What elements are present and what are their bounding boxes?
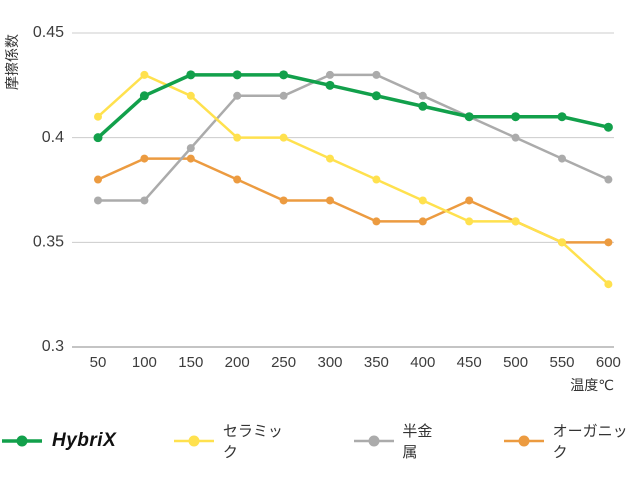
data-point — [140, 154, 149, 163]
data-point — [604, 175, 613, 184]
x-tick-label: 50 — [90, 354, 107, 371]
data-point — [279, 133, 288, 142]
data-point — [233, 91, 242, 100]
data-point — [140, 70, 149, 79]
data-point — [94, 196, 102, 205]
data-point — [326, 70, 334, 79]
x-tick-label: 450 — [457, 354, 482, 371]
series-line — [96, 73, 611, 140]
legend-item: 半金属 — [352, 420, 446, 462]
data-point — [558, 238, 566, 247]
chart-legend: HybriX セラミック 半金属 オーガニック — [0, 402, 640, 480]
legend-marker-icon — [503, 435, 544, 447]
legend-item: オーガニック — [502, 420, 640, 462]
legend-marker-icon — [174, 435, 215, 447]
legend-label: セラミック — [222, 423, 283, 461]
data-point — [603, 122, 613, 132]
data-point — [511, 112, 521, 122]
data-point — [557, 112, 567, 122]
legend-dot — [368, 435, 380, 447]
y-tick-label: 0.35 — [33, 234, 64, 251]
data-point — [94, 175, 102, 184]
data-point — [558, 154, 566, 163]
data-point — [279, 196, 288, 205]
data-point — [465, 217, 474, 226]
data-point — [186, 91, 195, 100]
series-group — [93, 70, 613, 289]
data-point — [93, 133, 103, 143]
data-point — [371, 91, 381, 101]
data-point — [279, 91, 288, 100]
legend-item: HybriX — [0, 430, 116, 452]
x-tick-label: 600 — [596, 354, 621, 371]
data-point — [372, 217, 381, 226]
data-point — [604, 280, 613, 289]
x-tick-label: 200 — [225, 354, 250, 371]
legend-label: オーガニック — [552, 423, 628, 461]
data-point — [325, 80, 335, 90]
data-point — [232, 70, 242, 80]
data-point — [511, 133, 520, 142]
data-point — [418, 217, 427, 226]
y-tick-labels: 0.45 0.4 0.35 0.3 — [33, 24, 64, 355]
data-point — [186, 70, 196, 80]
x-axis-title: 温度℃ — [570, 377, 614, 393]
legend-item: セラミック — [172, 420, 295, 462]
x-tick-label: 150 — [178, 354, 203, 371]
legend-label: HybriX — [52, 430, 117, 451]
data-point — [418, 101, 428, 111]
y-tick-label: 0.45 — [33, 24, 64, 41]
data-point — [418, 196, 427, 205]
y-axis-title: 摩擦係数 — [4, 34, 20, 90]
legend-marker-icon — [353, 435, 394, 447]
data-point — [186, 144, 195, 153]
x-tick-label: 550 — [549, 354, 574, 371]
legend-dot — [518, 435, 530, 447]
series-line — [96, 73, 610, 286]
data-point — [326, 154, 334, 163]
legend-dot — [188, 435, 200, 447]
data-point — [233, 133, 242, 142]
data-point — [326, 196, 334, 205]
data-point — [372, 70, 381, 79]
x-tick-label: 250 — [271, 354, 296, 371]
data-point — [464, 112, 474, 122]
y-tick-label: 0.4 — [42, 129, 64, 146]
data-point — [604, 238, 613, 247]
data-point — [186, 154, 195, 163]
legend-marker-icon — [2, 435, 42, 447]
legend-dot — [16, 435, 28, 447]
y-tick-label: 0.3 — [42, 338, 64, 355]
data-point — [139, 91, 149, 101]
x-tick-label: 300 — [317, 354, 342, 371]
series-line — [96, 73, 610, 202]
data-point — [233, 175, 242, 184]
gridlines — [72, 32, 614, 348]
x-tick-label: 350 — [364, 354, 389, 371]
data-point — [372, 175, 381, 184]
legend-label: 半金属 — [402, 423, 433, 461]
data-point — [511, 217, 520, 226]
x-tick-label: 500 — [503, 354, 528, 371]
data-point — [279, 70, 289, 80]
chart-svg: 0.45 0.4 0.35 0.3 50 100 150 200 250 300 350 400 45… — [4, 24, 621, 393]
data-point — [140, 196, 149, 205]
data-point — [94, 112, 102, 121]
chart-area: 0.45 0.4 0.35 0.3 50 100 150 200 250 300 350 400 45… — [4, 24, 621, 393]
data-point — [418, 91, 427, 100]
data-point — [465, 196, 474, 205]
x-tick-label: 400 — [410, 354, 435, 371]
x-tick-labels: 50 100 150 200 250 300 350 400 450 500 550 600 — [90, 354, 621, 371]
x-tick-label: 100 — [132, 354, 157, 371]
